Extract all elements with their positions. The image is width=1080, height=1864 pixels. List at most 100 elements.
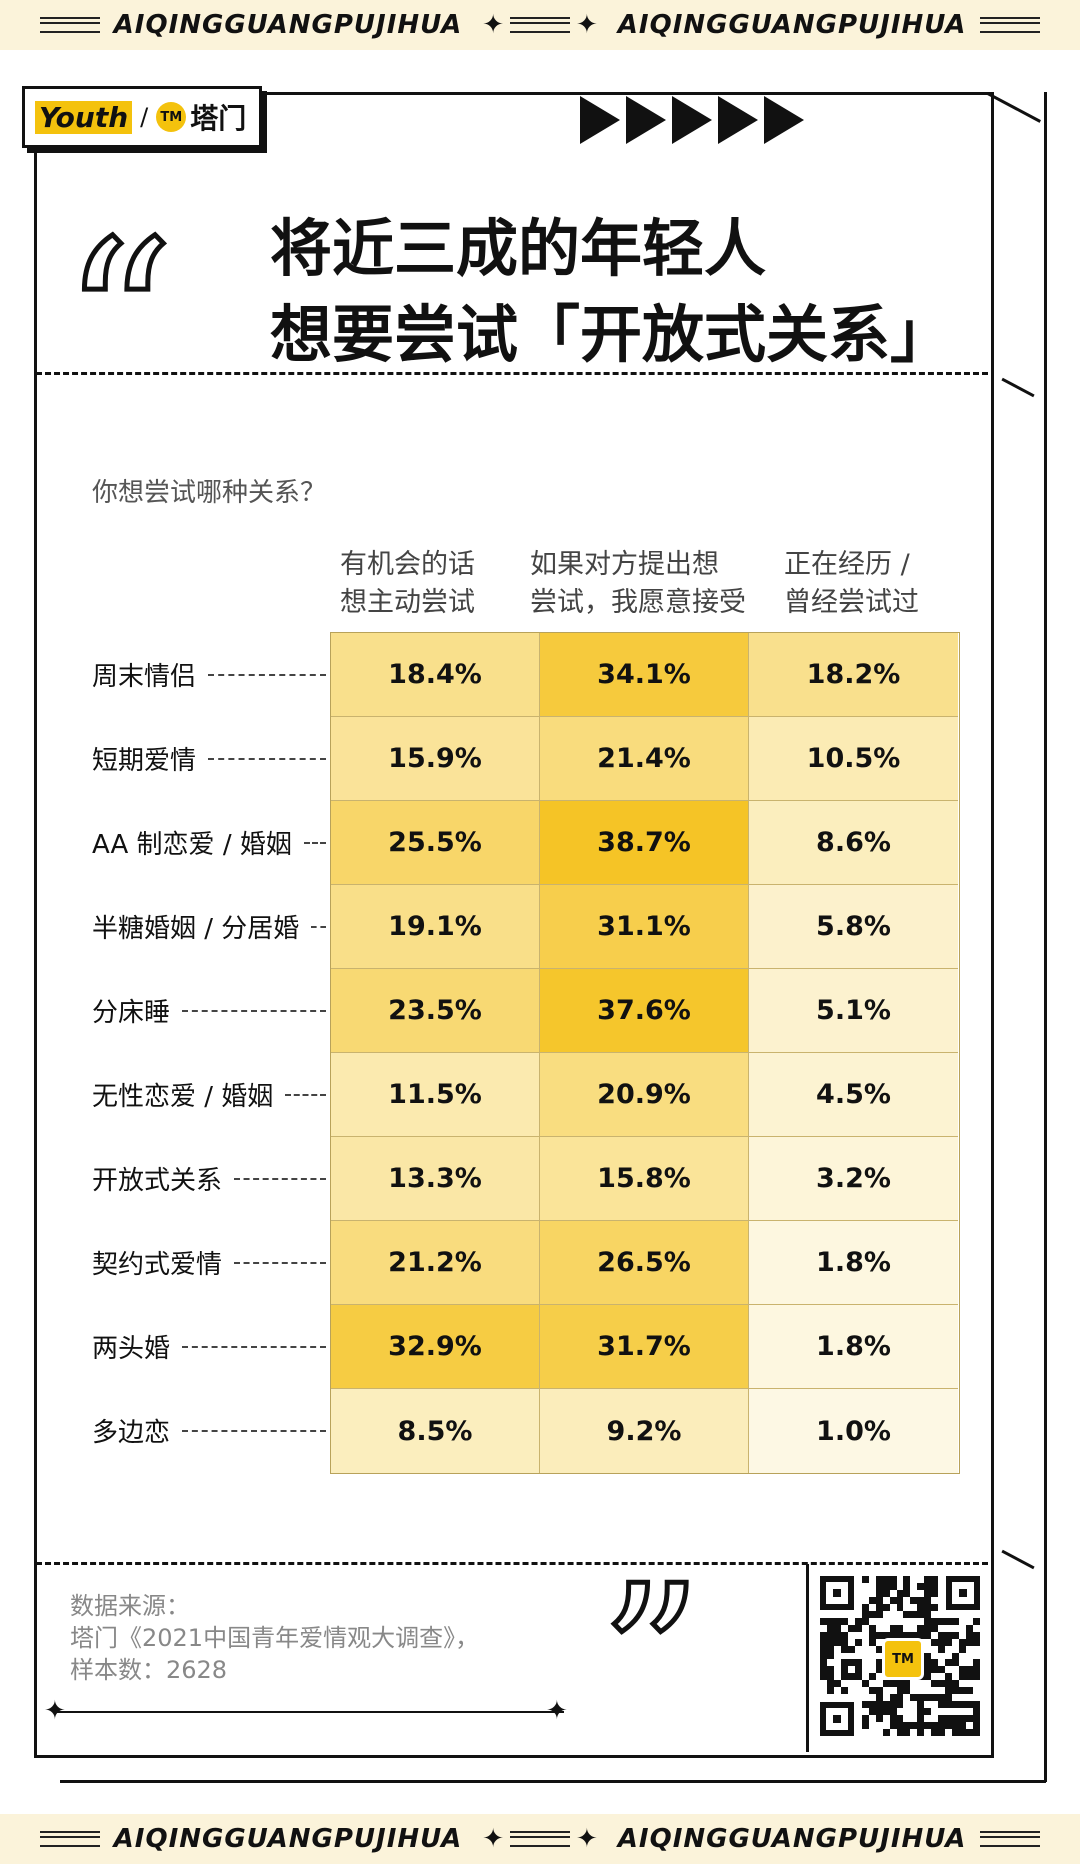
qr-module xyxy=(868,1610,876,1618)
qr-module xyxy=(924,1673,932,1681)
qr-module xyxy=(945,1638,953,1646)
table-row: 11.5% 20.9% 4.5% xyxy=(331,1053,959,1137)
column-header-line: 想主动尝试 xyxy=(340,587,475,618)
heatmap-cell: 18.4% xyxy=(331,633,540,717)
qr-module xyxy=(820,1638,827,1646)
qr-module xyxy=(868,1708,876,1716)
qr-module xyxy=(973,1715,980,1723)
page-title: 将近三成的年轻人 想要尝试「开放式关系」 xyxy=(270,206,952,378)
banner-text: AIQINGGUANGPUJIHUA xyxy=(113,10,463,40)
qr-module xyxy=(924,1708,932,1716)
qr-module xyxy=(973,1673,980,1681)
qr-module xyxy=(910,1610,918,1618)
row-leader-line xyxy=(182,1430,326,1432)
qr-code[interactable]: TM xyxy=(820,1576,980,1736)
heatmap-cell: 1.0% xyxy=(749,1389,958,1473)
heatmap-cell: 23.5% xyxy=(331,969,540,1053)
arrow-decoration xyxy=(580,96,810,144)
data-source: 数据来源： 塔门《2021中国青年爱情观大调查》， 样本数：2628 xyxy=(70,1590,479,1686)
sparkle-icon: ✦ xyxy=(546,1696,568,1726)
qr-module xyxy=(959,1673,967,1681)
qr-module xyxy=(973,1729,980,1736)
qr-module xyxy=(903,1687,911,1695)
heatmap-cell: 34.1% xyxy=(540,633,749,717)
qr-module xyxy=(826,1624,834,1632)
qr-module xyxy=(924,1722,932,1730)
qr-module xyxy=(847,1624,855,1632)
heatmap-cell: 15.9% xyxy=(331,717,540,801)
qr-module xyxy=(931,1576,939,1583)
qr-module xyxy=(896,1631,904,1639)
question-text: 你想尝试哪种关系？ xyxy=(92,478,327,508)
qr-module xyxy=(875,1687,883,1695)
qr-module xyxy=(882,1708,890,1716)
column-header-2: 如果对方提出想 尝试，我愿意接受 xyxy=(530,546,746,622)
qr-module xyxy=(910,1631,918,1639)
qr-module xyxy=(917,1729,925,1736)
qr-module xyxy=(840,1673,848,1681)
qr-module xyxy=(820,1659,827,1667)
row-label: 契约式爱情 xyxy=(92,1249,223,1280)
qr-module xyxy=(924,1666,932,1674)
qr-module xyxy=(820,1666,827,1674)
qr-module xyxy=(938,1645,946,1653)
qr-module xyxy=(840,1638,848,1646)
qr-module xyxy=(826,1645,834,1653)
qr-module xyxy=(966,1666,974,1674)
qr-module xyxy=(868,1596,876,1604)
heatmap-cell: 11.5% xyxy=(331,1053,540,1137)
qr-module xyxy=(875,1596,883,1604)
qr-module xyxy=(889,1722,897,1730)
top-banner: AIQINGGUANGPUJIHUA ✦ ✦ AIQINGGUANGPUJIHU… xyxy=(0,0,1080,50)
qr-module xyxy=(826,1687,834,1695)
banner-lines xyxy=(39,17,100,33)
qr-module xyxy=(966,1624,974,1632)
qr-module xyxy=(945,1673,953,1681)
heatmap-cell: 21.4% xyxy=(540,717,749,801)
qr-module xyxy=(966,1673,974,1681)
qr-module xyxy=(820,1617,827,1625)
qr-module xyxy=(833,1680,841,1688)
qr-module xyxy=(896,1715,904,1723)
qr-module xyxy=(945,1631,953,1639)
row-label: 短期爱情 xyxy=(92,745,197,776)
heatmap-cell: 38.7% xyxy=(540,801,749,885)
qr-module xyxy=(889,1701,897,1709)
row-label: 多边恋 xyxy=(92,1417,171,1448)
heatmap-cell: 19.1% xyxy=(331,885,540,969)
row-leader-line xyxy=(234,1262,326,1264)
qr-module xyxy=(889,1680,897,1688)
qr-module xyxy=(868,1638,876,1646)
qr-module xyxy=(875,1610,883,1618)
qr-module xyxy=(931,1659,939,1667)
qr-module xyxy=(966,1631,974,1639)
source-line-1: 数据来源： xyxy=(70,1592,190,1620)
qr-module xyxy=(889,1596,897,1604)
youth-logo: Youth xyxy=(35,100,133,134)
qr-module xyxy=(854,1659,862,1667)
heatmap-cell: 8.6% xyxy=(749,801,958,885)
qr-module xyxy=(931,1617,939,1625)
qr-module xyxy=(840,1631,848,1639)
qr-module xyxy=(820,1631,827,1639)
qr-module xyxy=(896,1729,904,1736)
qr-module xyxy=(959,1701,967,1709)
qr-module xyxy=(931,1603,939,1611)
qr-module xyxy=(847,1645,855,1653)
qr-module xyxy=(973,1631,980,1639)
qr-module xyxy=(966,1701,974,1709)
source-line-2: 塔门《2021中国青年爱情观大调查》， xyxy=(70,1624,480,1652)
qr-module xyxy=(910,1694,918,1702)
arrow-icon xyxy=(764,96,804,144)
qr-module xyxy=(896,1589,904,1597)
arrow-icon xyxy=(580,96,620,144)
qr-module xyxy=(875,1715,883,1723)
row-leader-line xyxy=(182,1010,326,1012)
source-underline xyxy=(54,1711,564,1713)
heatmap-cell: 5.1% xyxy=(749,969,958,1053)
qr-module xyxy=(820,1652,827,1660)
qr-module xyxy=(973,1617,980,1625)
qr-module xyxy=(938,1638,946,1646)
qr-module xyxy=(973,1638,980,1646)
row-label: 周末情侣 xyxy=(92,661,197,692)
